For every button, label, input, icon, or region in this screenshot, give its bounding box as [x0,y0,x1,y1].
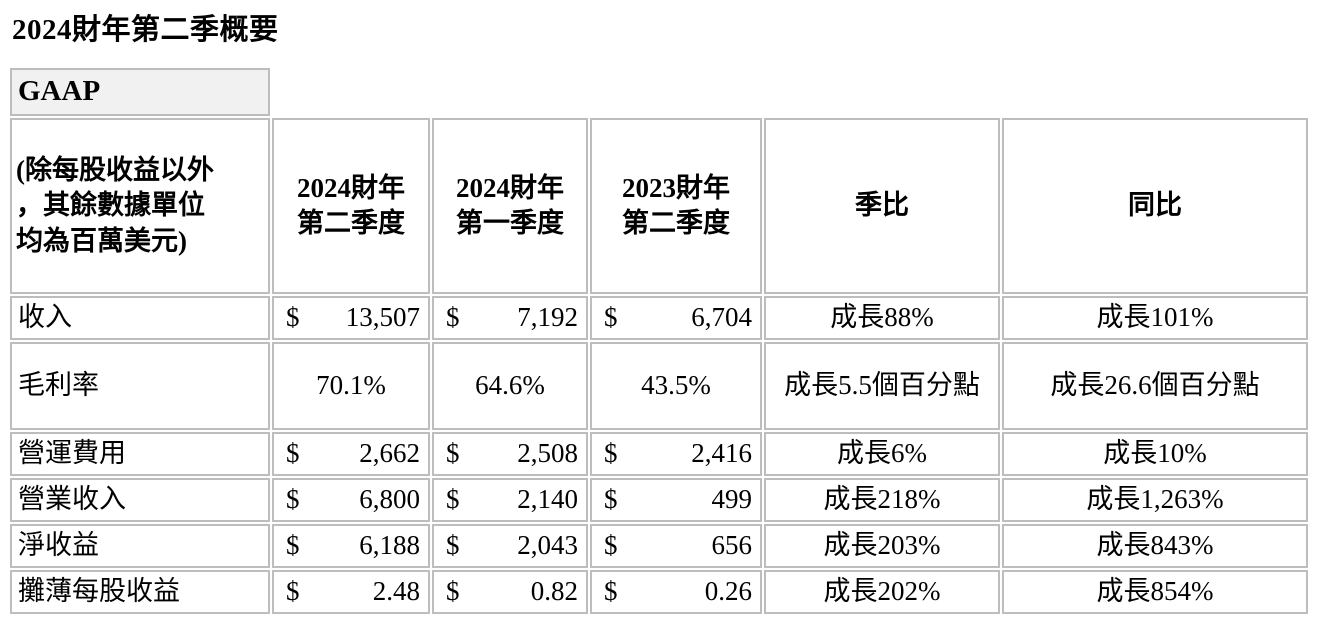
currency-symbol: $ [286,530,300,561]
operating-income-q2fy23-value: 499 [711,484,753,515]
net-income-q1fy24-value: 2,043 [517,530,578,561]
operating-income-q1fy24-cell: $ 2,140 [432,478,588,522]
revenue-q1fy24-cell: $ 7,192 [432,296,588,340]
opex-qoq-cell: 成長6% [764,432,1000,476]
page-title: 2024財年第二季概要 [12,14,279,46]
header-q2-fy2023: 2023財年 第二季度 [590,118,762,294]
opex-q1fy24-value: 2,508 [517,438,578,469]
currency-symbol: $ [286,484,300,515]
diluted-eps-q2fy23-value: 0.26 [704,576,752,607]
diluted-eps-yoy-cell: 成長854% [1002,570,1308,614]
opex-q2fy23-value: 2,416 [691,438,752,469]
revenue-yoy-cell: 成長101% [1002,296,1308,340]
currency-symbol: $ [604,438,618,469]
header-qoq: 季比 [764,118,1000,294]
diluted-eps-q1fy24-value: 0.82 [530,576,578,607]
diluted-eps-q1fy24-cell: $ 0.82 [432,570,588,614]
section-label-gaap: GAAP [10,68,270,116]
currency-symbol: $ [446,438,460,469]
opex-q2fy24-cell: $ 2,662 [272,432,430,476]
section-row-spacer [272,68,1308,116]
revenue-q1fy24-value: 7,192 [517,302,578,333]
diluted-eps-q2fy24-value: 2.48 [372,576,420,607]
operating-income-q2fy24-cell: $ 6,800 [272,478,430,522]
opex-q1fy24-cell: $ 2,508 [432,432,588,476]
gaap-quarterly-summary-table: GAAP (除每股收益以外 ，其餘數據單位 均為百萬美元) 2024財年 第二季… [10,68,1308,614]
revenue-q2fy23-cell: $ 6,704 [590,296,762,340]
revenue-q2fy24-cell: $ 13,507 [272,296,430,340]
row-label-gross-margin: 毛利率 [10,342,270,430]
opex-q2fy24-value: 2,662 [359,438,420,469]
gross-margin-q2fy24-cell: 70.1% [272,342,430,430]
operating-income-qoq-cell: 成長218% [764,478,1000,522]
row-label-revenue: 收入 [10,296,270,340]
currency-symbol: $ [604,302,618,333]
diluted-eps-q2fy24-cell: $ 2.48 [272,570,430,614]
revenue-q2fy24-value: 13,507 [345,302,420,333]
revenue-qoq-cell: 成長88% [764,296,1000,340]
operating-income-q1fy24-value: 2,140 [517,484,578,515]
gross-margin-qoq-cell: 成長5.5個百分點 [764,342,1000,430]
net-income-q2fy24-cell: $ 6,188 [272,524,430,568]
gross-margin-q2fy23-cell: 43.5% [590,342,762,430]
header-q1-fy2024: 2024財年 第一季度 [432,118,588,294]
row-label-net-income: 淨收益 [10,524,270,568]
currency-symbol: $ [286,438,300,469]
row-label-diluted-eps: 攤薄每股收益 [10,570,270,614]
currency-symbol: $ [286,576,300,607]
document-page: 2024財年第二季概要 GAAP (除每股收益以外 ，其餘數據單位 均為百萬美元… [0,6,1323,624]
net-income-q2fy23-cell: $ 656 [590,524,762,568]
currency-symbol: $ [446,302,460,333]
net-income-q1fy24-cell: $ 2,043 [432,524,588,568]
operating-income-q2fy23-cell: $ 499 [590,478,762,522]
currency-symbol: $ [604,576,618,607]
revenue-q2fy23-value: 6,704 [691,302,752,333]
row-label-operating-expenses: 營運費用 [10,432,270,476]
opex-q2fy23-cell: $ 2,416 [590,432,762,476]
header-yoy: 同比 [1002,118,1308,294]
currency-symbol: $ [446,576,460,607]
net-income-qoq-cell: 成長203% [764,524,1000,568]
net-income-q2fy24-value: 6,188 [359,530,420,561]
operating-income-yoy-cell: 成長1,263% [1002,478,1308,522]
diluted-eps-qoq-cell: 成長202% [764,570,1000,614]
net-income-yoy-cell: 成長843% [1002,524,1308,568]
operating-income-q2fy24-value: 6,800 [359,484,420,515]
header-units-note: (除每股收益以外 ，其餘數據單位 均為百萬美元) [10,118,270,294]
header-q2-fy2024: 2024財年 第二季度 [272,118,430,294]
opex-yoy-cell: 成長10% [1002,432,1308,476]
currency-symbol: $ [446,484,460,515]
diluted-eps-q2fy23-cell: $ 0.26 [590,570,762,614]
gross-margin-q1fy24-cell: 64.6% [432,342,588,430]
currency-symbol: $ [446,530,460,561]
currency-symbol: $ [604,530,618,561]
gross-margin-yoy-cell: 成長26.6個百分點 [1002,342,1308,430]
currency-symbol: $ [604,484,618,515]
net-income-q2fy23-value: 656 [711,530,753,561]
currency-symbol: $ [286,302,300,333]
row-label-operating-income: 營業收入 [10,478,270,522]
